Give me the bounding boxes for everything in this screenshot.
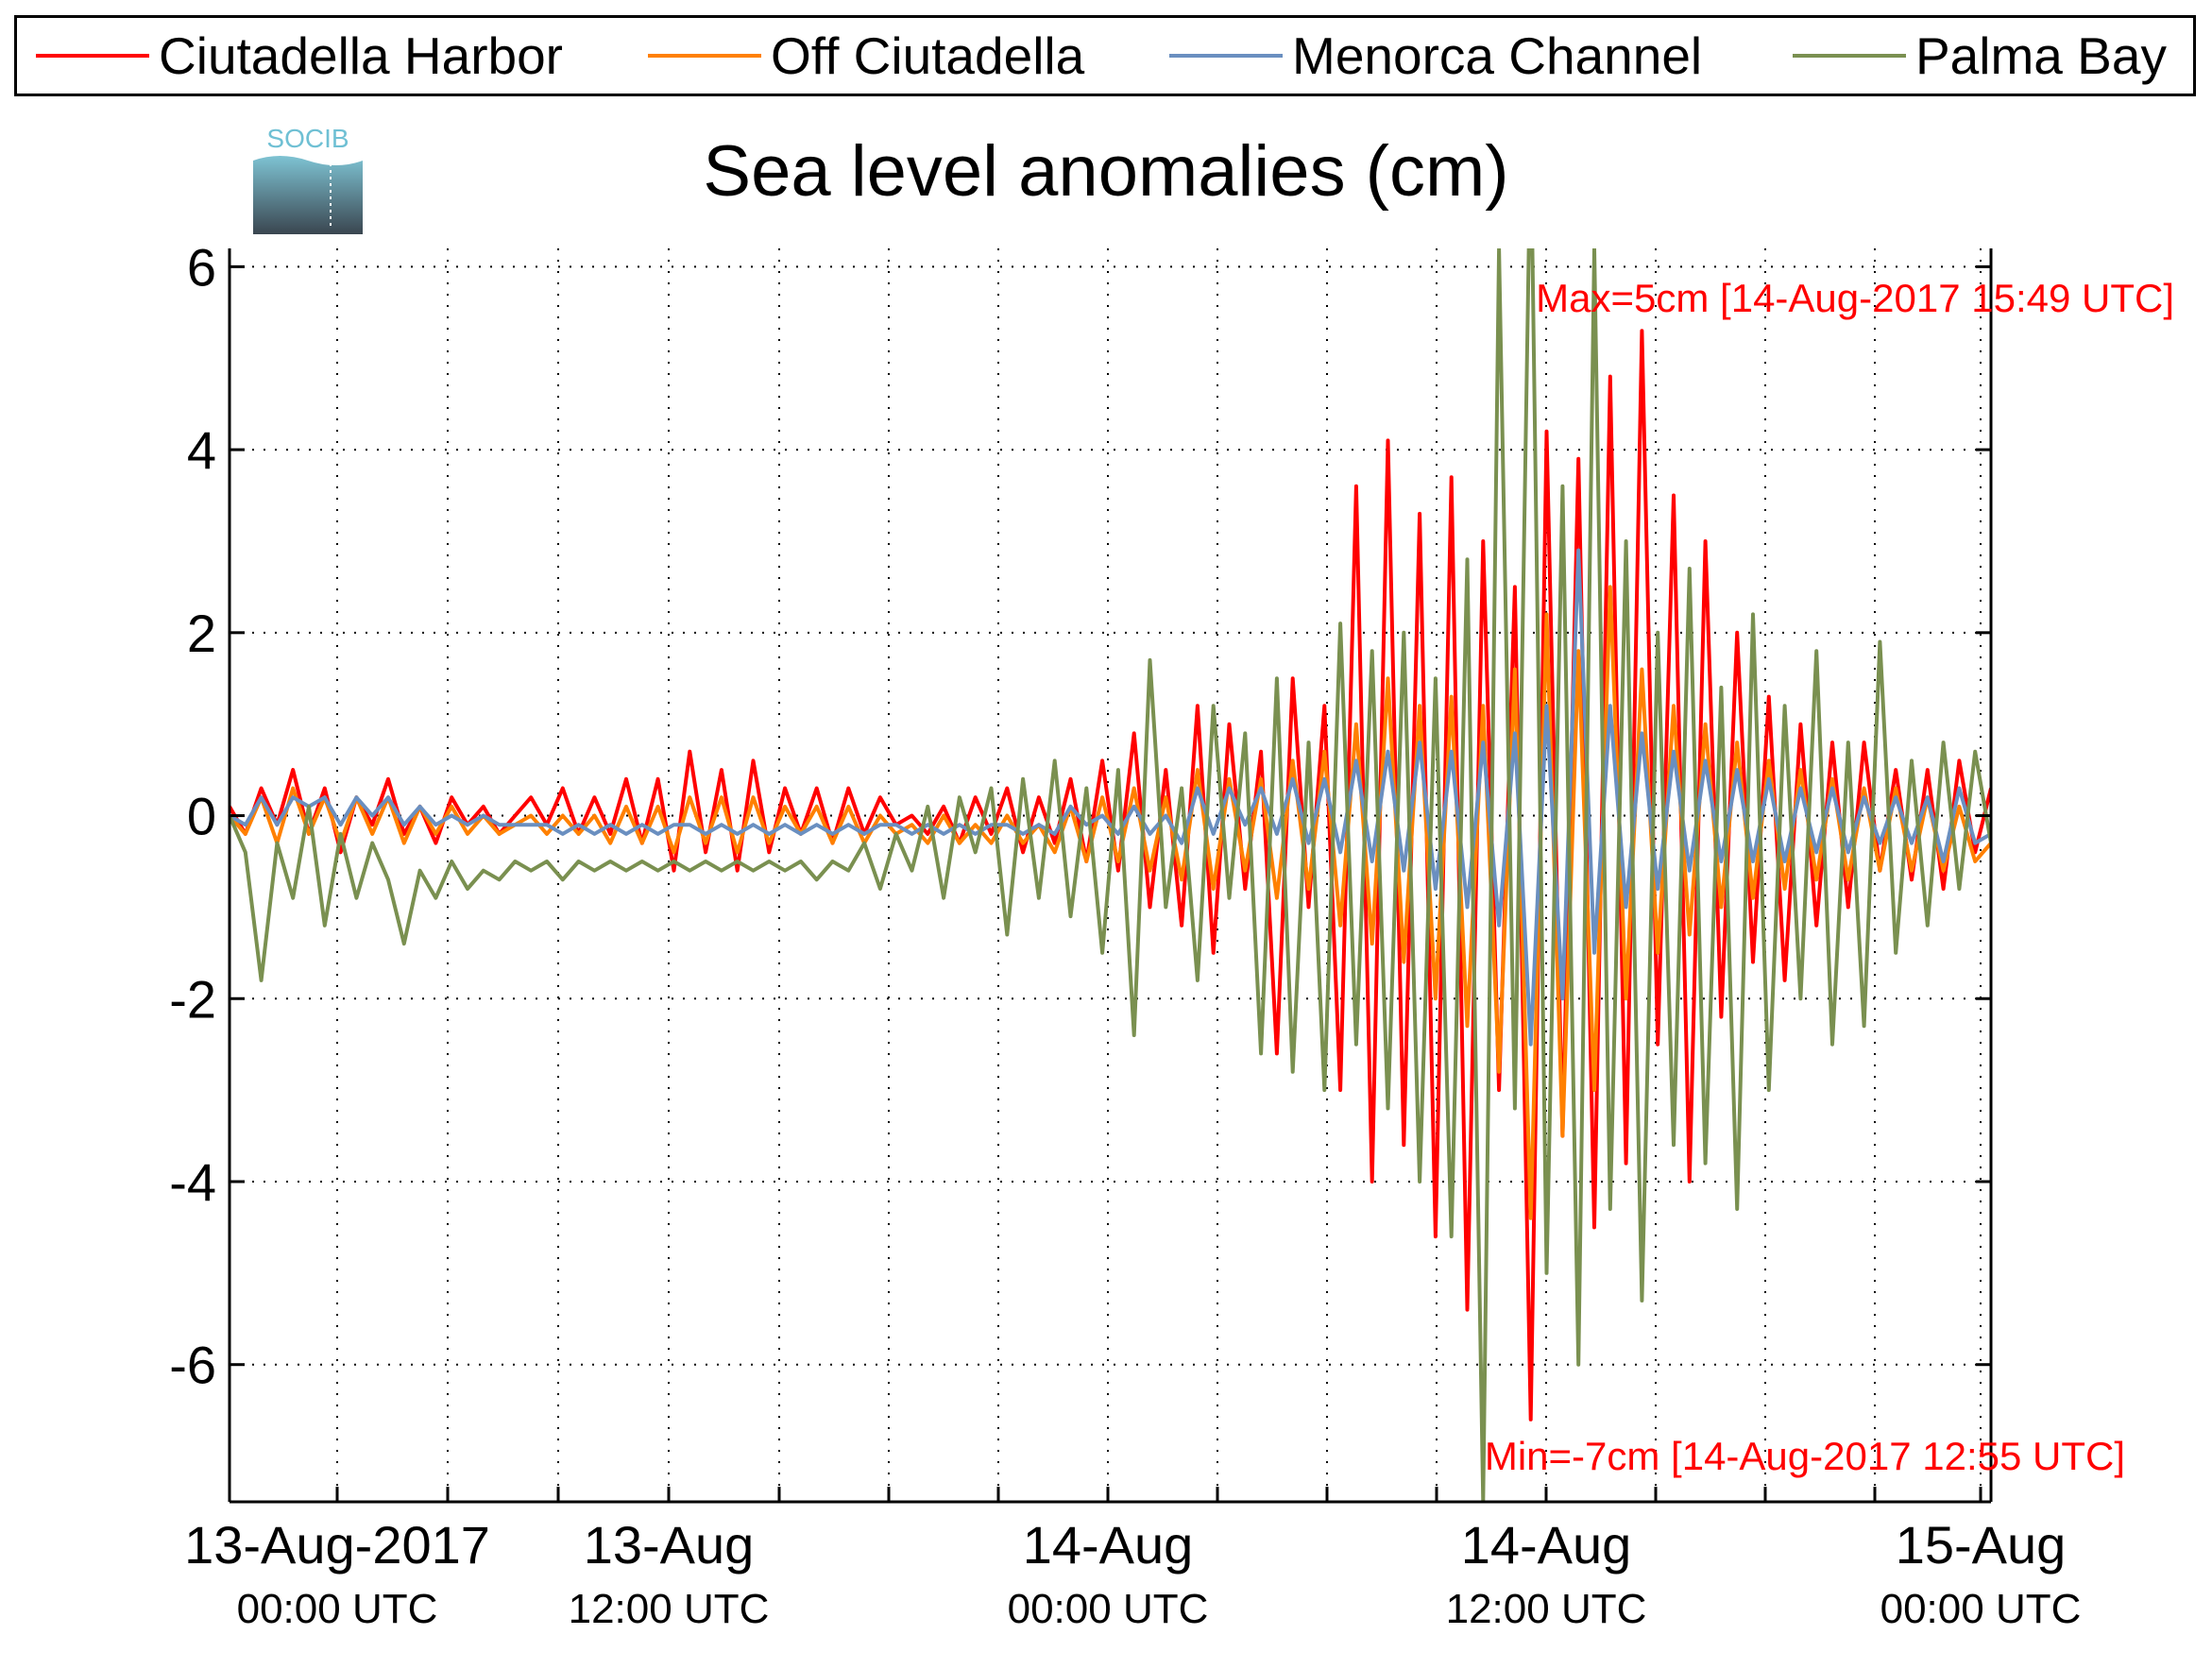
legend-label-menorca-channel: Menorca Channel (1292, 26, 1703, 85)
y-tick-label: 4 (187, 420, 216, 480)
y-tick-label: 6 (187, 237, 216, 297)
series-line-2 (230, 548, 1991, 1047)
svg-text:SOCIB: SOCIB (266, 124, 349, 153)
legend-item-palma-bay: Palma Bay (1793, 29, 2167, 82)
x-tick-label-time: 00:00 UTC (237, 1586, 438, 1632)
x-tick-label-time: 12:00 UTC (1446, 1586, 1647, 1632)
min-annotation: Min=-7cm [14-Aug-2017 12:55 UTC] (1485, 1434, 2125, 1478)
x-tick-label-time: 00:00 UTC (1008, 1586, 1209, 1632)
x-tick-label-date: 14-Aug (1461, 1515, 1632, 1575)
chart-title: Sea level anomalies (cm) (703, 131, 1509, 212)
x-tick-label-date: 15-Aug (1896, 1515, 2067, 1575)
legend-item-menorca-channel: Menorca Channel (1169, 29, 1702, 82)
x-tick-label-date: 13-Aug (584, 1515, 755, 1575)
y-tick-label: -2 (169, 969, 216, 1029)
y-tick-label: 0 (187, 787, 216, 846)
series-layer (230, 248, 1991, 1502)
max-annotation: Max=5cm [14-Aug-2017 15:49 UTC] (1536, 276, 2174, 320)
y-tick-label: -6 (169, 1336, 216, 1395)
legend-label-off-ciutadella: Off Ciutadella (771, 26, 1085, 85)
x-tick-label-date: 13-Aug-2017 (184, 1515, 490, 1575)
axis-layer: 6 4 2 0 -2 -4 -6 13-Aug-2017 00:00 UTC 13-Aug 12:0… (169, 237, 2081, 1632)
grid-layer (230, 248, 1991, 1502)
legend: Ciutadella Harbor Off Ciutadella Menorca… (14, 15, 2196, 96)
annotation-layer: Max=5cm [14-Aug-2017 15:49 UTC] Min=-7cm … (1485, 276, 2174, 1478)
legend-swatch-palma-bay (1793, 54, 1906, 58)
legend-item-off-ciutadella: Off Ciutadella (648, 29, 1084, 82)
x-tick-label-time: 00:00 UTC (1880, 1586, 2082, 1632)
x-tick-label-time: 12:00 UTC (569, 1586, 770, 1632)
legend-swatch-off-ciutadella (648, 54, 761, 58)
legend-label-palma-bay: Palma Bay (1915, 26, 2167, 85)
legend-label-ciutadella-harbor: Ciutadella Harbor (159, 26, 563, 85)
legend-swatch-ciutadella-harbor (36, 54, 149, 58)
legend-swatch-menorca-channel (1169, 54, 1283, 58)
socib-logo: SOCIB (253, 124, 363, 234)
legend-item-ciutadella-harbor: Ciutadella Harbor (36, 29, 563, 82)
x-tick-label-date: 14-Aug (1023, 1515, 1194, 1575)
series-line-3 (230, 248, 1991, 1502)
y-tick-label: 2 (187, 604, 216, 663)
y-tick-label: -4 (169, 1152, 216, 1212)
